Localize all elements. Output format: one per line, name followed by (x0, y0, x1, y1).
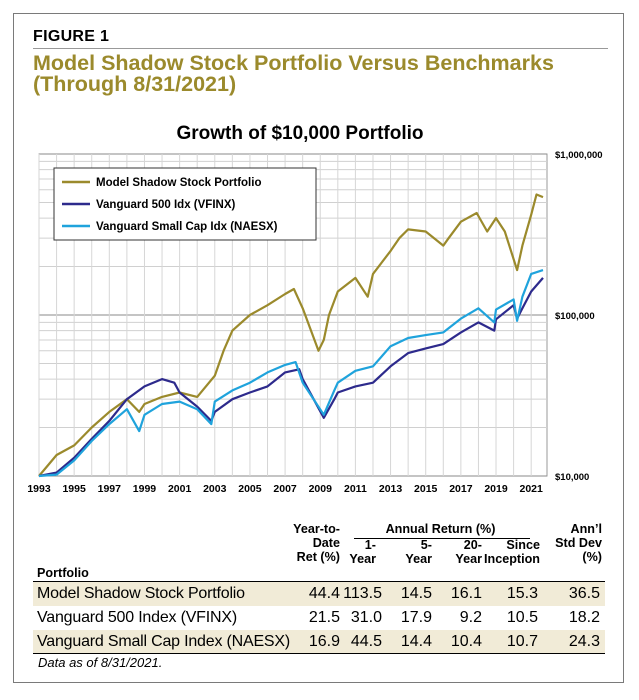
table-cell-y5: 17.9 (400, 609, 432, 626)
chart-title: Growth of $10,000 Portfolio (176, 123, 424, 144)
table-row-band (33, 582, 605, 606)
table-cell-y5: 14.5 (400, 585, 432, 602)
header-portfolio: Portfolio (37, 566, 89, 580)
figure-rule (33, 48, 608, 49)
x-tick-label: 2003 (203, 483, 227, 495)
table-row-band (33, 630, 605, 654)
header-since: Since Inception (476, 538, 540, 566)
table-cell-since: 10.7 (506, 633, 538, 650)
figure-label: FIGURE 1 (33, 28, 110, 45)
table-cell-y20: 10.4 (450, 633, 482, 650)
table-cell-std: 18.2 (568, 609, 600, 626)
x-tick-label: 1995 (62, 483, 86, 495)
legend-label: Vanguard 500 Idx (VFINX) (96, 199, 235, 211)
y-tick-label: $100,000 (555, 311, 595, 322)
table-cell-name: Vanguard Small Cap Index (NAESX) (37, 633, 290, 650)
figure-title: Model Shadow Stock Portfolio Versus Benc… (33, 51, 554, 96)
table-cell-ytd: 44.4 (308, 585, 340, 602)
table-cell-y1: 113.5 (343, 585, 382, 602)
table-cell-ytd: 16.9 (308, 633, 340, 650)
x-tick-label: 2007 (273, 483, 297, 495)
table-cell-y20: 16.1 (450, 585, 482, 602)
header-20yr-line2: Year (455, 552, 482, 566)
header-20yr: 20- Year (440, 538, 482, 566)
header-std-line2: Std Dev (555, 536, 602, 550)
table-cell-std: 36.5 (568, 585, 600, 602)
x-tick-label: 1999 (133, 483, 157, 495)
growth-chart: 1993 1995 1997 1999 2001 2003 2005 2007 2009 2011… (27, 150, 603, 495)
table-cell-ytd: 21.5 (308, 609, 340, 626)
header-1yr-line2: Year (349, 552, 376, 566)
table-cell-y20: 9.2 (459, 609, 482, 626)
header-since-line1: Since (506, 538, 540, 552)
x-tick-label: 2009 (309, 483, 333, 495)
x-tick-label: 1997 (98, 483, 122, 495)
series-line-naesx (38, 269, 544, 478)
header-ytd-line1: Year-to- (293, 522, 340, 536)
table-bottom-rule (33, 653, 605, 654)
table-cell-y1: 31.0 (350, 609, 382, 626)
header-std-line3: (%) (582, 550, 602, 564)
table-cell-name: Model Shadow Stock Portfolio (37, 585, 245, 602)
header-rule (33, 581, 605, 582)
x-tick-label: 2017 (449, 483, 473, 495)
x-tick-label: 2013 (379, 483, 403, 495)
x-tick-label: 2021 (520, 483, 544, 495)
series-line-model (38, 193, 544, 477)
y-tick-label: $1,000,000 (555, 150, 603, 161)
y-tick-label: $10,000 (555, 472, 589, 483)
header-5yr: 5- Year (394, 538, 432, 566)
header-annual-rule (354, 538, 530, 539)
x-tick-label: 2001 (168, 483, 192, 495)
header-ytd-line3: Ret (%) (296, 550, 340, 564)
table-cell-since: 10.5 (506, 609, 538, 626)
x-tick-label: 2011 (344, 483, 367, 495)
table-cell-y5: 14.4 (400, 633, 432, 650)
header-annual-return: Annual Return (%) (385, 522, 496, 536)
header-since-line2: Inception (484, 552, 540, 566)
x-tick-label: 2015 (414, 483, 438, 495)
x-tick-label: 2019 (484, 483, 508, 495)
series-line-vfinx (38, 277, 544, 478)
header-std: Ann’l Std Dev (%) (540, 522, 602, 564)
table-cell-name: Vanguard 500 Index (VFINX) (37, 609, 237, 626)
legend-box (53, 167, 317, 241)
header-1yr: 1- Year (344, 538, 376, 566)
header-5yr-line2: Year (405, 552, 432, 566)
header-ytd-line2: Date (312, 536, 340, 550)
x-tick-label: 1993 (27, 483, 51, 495)
figure-frame (13, 13, 624, 683)
header-ytd: Year-to- Date Ret (%) (278, 522, 340, 564)
x-tick-label: 2005 (238, 483, 262, 495)
header-5yr-line1: 5- (420, 538, 432, 552)
table-cell-std: 24.3 (568, 633, 600, 650)
table-cell-since: 15.3 (506, 585, 538, 602)
header-1yr-line1: 1- (364, 538, 376, 552)
header-std-line1: Ann’l (570, 522, 602, 536)
legend-label: Model Shadow Stock Portfolio (96, 177, 261, 189)
header-20yr-line1: 20- (463, 538, 482, 552)
data-note: Data as of 8/31/2021. (38, 655, 163, 670)
legend-label: Vanguard Small Cap Idx (NAESX) (96, 221, 278, 233)
table-cell-y1: 44.5 (350, 633, 382, 650)
